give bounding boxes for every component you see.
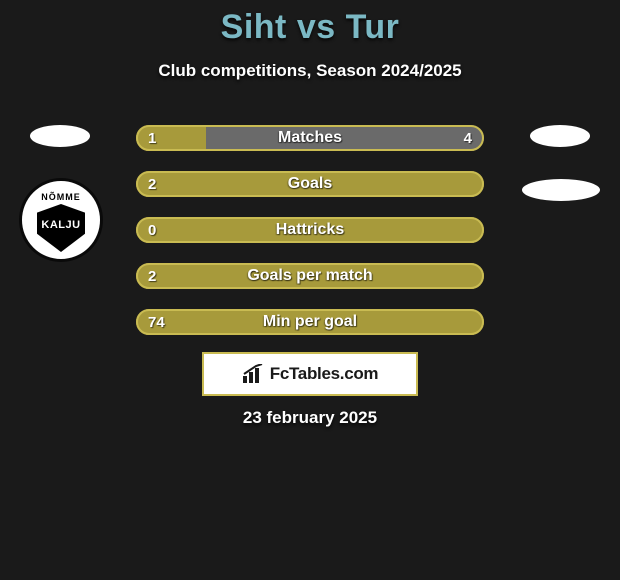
player2-name: Tur [346, 8, 400, 46]
vs-word: vs [297, 8, 336, 46]
stat-bar: 2Goals per match [136, 263, 484, 289]
player2-badge-placeholder-2 [522, 179, 600, 201]
stat-bar: 2Goals [136, 171, 484, 197]
player2-badge-placeholder-1 [530, 125, 590, 147]
stat-bar: 0Hattricks [136, 217, 484, 243]
stat-bar: 14Matches [136, 125, 484, 151]
stat-bar-left-fill [136, 309, 484, 335]
brand-box: FcTables.com [202, 352, 418, 396]
subtitle: Club competitions, Season 2024/2025 [0, 61, 620, 81]
stat-bars-container: 14Matches 2Goals 0Hattricks 2Goals per matc… [136, 125, 484, 355]
club-badge: NÕMME KALJU [19, 178, 103, 262]
brand-text: FcTables.com [270, 364, 379, 384]
date-text: 23 february 2025 [0, 408, 620, 428]
club-badge-arc-text: NÕMME [41, 192, 81, 202]
player1-badge-placeholder [30, 125, 90, 147]
club-badge-shield-text: KALJU [41, 219, 80, 231]
stat-bar-right-fill [206, 125, 484, 151]
player1-name: Siht [221, 8, 287, 46]
stat-bar-left-fill [136, 217, 484, 243]
stat-bar-left-fill [136, 171, 484, 197]
stat-bar-left-fill [136, 263, 484, 289]
stat-bar-left-fill [136, 125, 206, 151]
club-badge-shield-icon: KALJU [37, 204, 85, 252]
stat-bar: 74Min per goal [136, 309, 484, 335]
chart-icon [242, 364, 264, 384]
comparison-title: Siht vs Tur [0, 0, 620, 47]
